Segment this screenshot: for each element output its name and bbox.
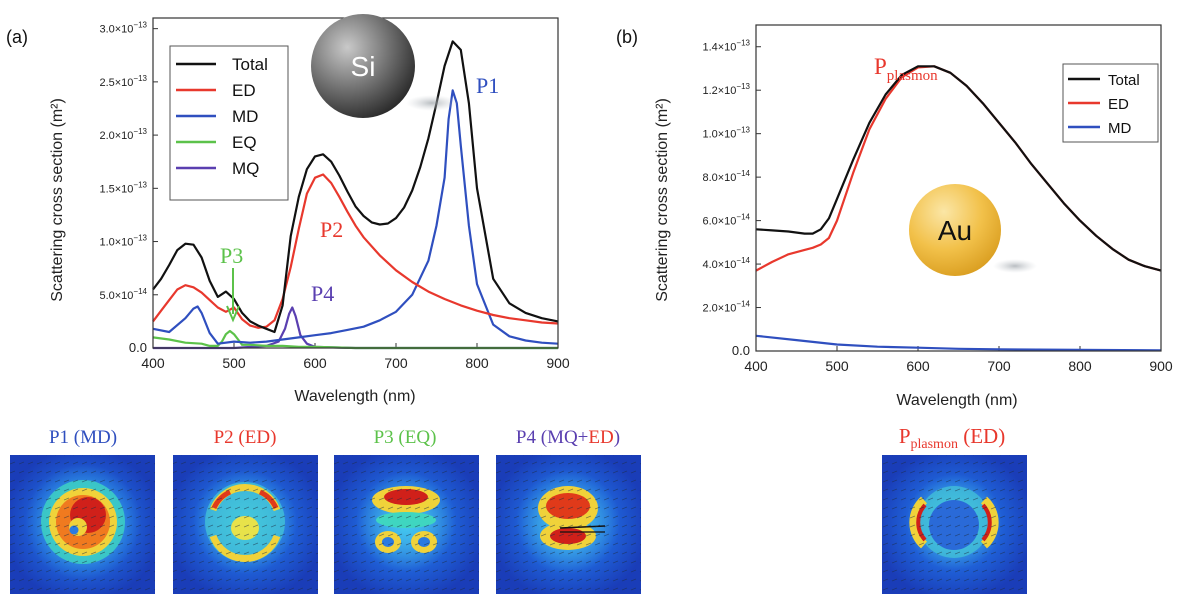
x-tick-label: 400 (141, 355, 165, 371)
panel-a-y-axis-label: Scattering cross section (m²) (49, 98, 66, 302)
field-maps: P1 (MD) P2 (ED) P3 (EQ) P4 (MQ+ED) Pplas… (10, 424, 1027, 594)
si-sphere-shadow (406, 95, 458, 111)
y-tick-label: 0.0 (732, 343, 750, 358)
y-tick-label: 2.5×10−13 (99, 74, 147, 89)
panel-a-legend-box (169, 45, 289, 201)
x-tick-label: 800 (465, 355, 489, 371)
y-tick-label: 0.0 (129, 340, 147, 355)
legend-label-eq: EQ (232, 133, 257, 152)
x-tick-label: 600 (303, 355, 327, 371)
field-map-p3 (334, 455, 479, 594)
series-line-total (755, 65, 1162, 272)
x-tick-label: 500 (222, 355, 246, 371)
panel-a-legend: Total ED MD EQ MQ (169, 45, 289, 201)
x-tick-label: 700 (384, 355, 408, 371)
field-map-p2 (173, 455, 318, 594)
au-sphere-shadow (993, 259, 1037, 273)
y-tick-label: 1.0×10−13 (702, 126, 750, 141)
peak-label-plasmon: Pplasmon (874, 54, 938, 84)
legend-label-ed: ED (1108, 96, 1129, 113)
panel-a: (a) Scattering cross section (m²) Wavele… (6, 14, 570, 405)
y-tick-label: 2.0×10−14 (702, 300, 750, 315)
legend-label-mq: MQ (232, 159, 259, 178)
panel-a-x-axis-label: Wavelength (nm) (294, 388, 415, 405)
y-tick-label: 1.5×10−13 (99, 180, 147, 195)
panel-b-label: (b) (616, 27, 638, 47)
series-line-md (755, 334, 1162, 352)
peak-label-p2: P2 (320, 217, 343, 242)
y-tick-label: 1.0×10−13 (99, 234, 147, 249)
series-line-ed (152, 173, 559, 329)
y-tick-label: 6.0×10−14 (702, 213, 750, 228)
field-map-title-p1: P1 (MD) (49, 427, 117, 448)
field-map-plasmon (882, 455, 1027, 594)
series-line-total (152, 40, 559, 334)
legend-label-ed: ED (232, 81, 256, 100)
x-tick-label: 400 (744, 358, 768, 374)
y-tick-label: 5.0×10−14 (99, 287, 147, 302)
x-tick-label: 900 (1149, 358, 1173, 374)
field-map-p4 (496, 455, 641, 594)
y-tick-label: 2.0×10−13 (99, 127, 147, 142)
peak-label-p3: P3 (220, 243, 243, 268)
field-map-title-p4: P4 (MQ+ED) (516, 427, 620, 448)
panel-a-y-ticks: 0.0 5.0×10−14 1.0×10−13 1.5×10−13 2.0×10−13 2… (99, 21, 158, 355)
legend-label-total: Total (232, 55, 268, 74)
field-map-title-p3: P3 (EQ) (374, 427, 437, 448)
panel-b-legend: Total ED MD (1062, 63, 1159, 143)
x-tick-label: 600 (906, 358, 930, 374)
y-tick-label: 4.0×10−14 (702, 256, 750, 271)
panel-b: (b) Scattering cross section (m²) Wavele… (616, 24, 1173, 409)
field-map-title-p2: P2 (ED) (214, 427, 277, 448)
panel-b-x-axis-label: Wavelength (nm) (896, 392, 1017, 409)
y-tick-label: 1.4×10−13 (702, 39, 750, 54)
x-tick-label: 500 (825, 358, 849, 374)
panel-b-x-ticks: 400 500 600 700 800 900 (744, 346, 1173, 374)
y-tick-label: 8.0×10−14 (702, 169, 750, 184)
legend-label-total: Total (1108, 72, 1140, 89)
panel-b-y-ticks: 0.0 2.0×10−14 4.0×10−14 6.0×10−14 8.0×10−14 1… (702, 39, 761, 358)
peak-label-p4: P4 (311, 281, 334, 306)
panel-b-plot-frame (755, 24, 1162, 352)
panel-a-label: (a) (6, 27, 28, 47)
x-tick-label: 700 (987, 358, 1011, 374)
x-tick-label: 900 (546, 355, 570, 371)
peak-label-p1: P1 (476, 73, 499, 98)
field-map-p1 (10, 455, 155, 594)
y-tick-label: 3.0×10−13 (99, 21, 147, 36)
p3-arrow (226, 268, 240, 323)
panel-b-y-axis-label: Scattering cross section (m²) (654, 98, 671, 302)
field-map-title-plasmon: Pplasmon (ED) (899, 424, 1005, 452)
au-sphere (909, 184, 1001, 276)
si-sphere (311, 14, 415, 118)
si-sphere-label: Si (351, 51, 376, 82)
series-line-md (152, 89, 559, 345)
legend-label-md: MD (1108, 120, 1131, 137)
panel-b-series (755, 65, 1162, 352)
x-tick-label: 800 (1068, 358, 1092, 374)
y-tick-label: 1.2×10−13 (702, 82, 750, 97)
legend-label-md: MD (232, 107, 258, 126)
au-sphere-label: Au (938, 215, 972, 246)
